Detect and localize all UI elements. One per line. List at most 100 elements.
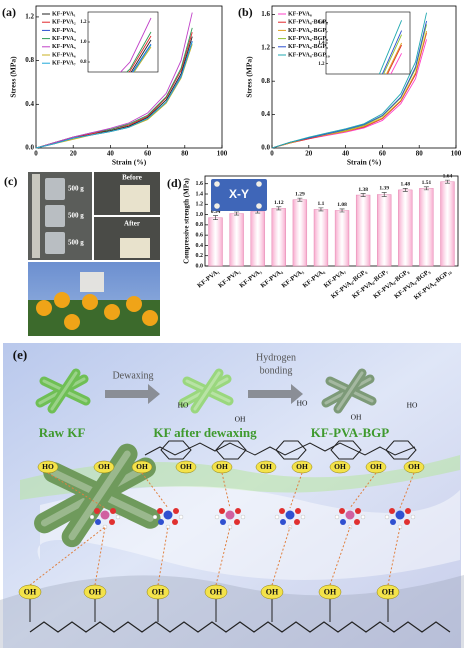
oh-oval	[93, 460, 115, 474]
fiber-highlight	[50, 371, 78, 411]
oh-oval	[175, 460, 197, 474]
x-tick-label: 0	[270, 150, 274, 158]
fiber	[333, 368, 367, 414]
plot-frame	[271, 5, 457, 149]
group-label: OH	[382, 587, 395, 596]
y-tick-label: 0.0	[196, 263, 204, 269]
atom	[274, 514, 280, 520]
ring	[385, 440, 417, 460]
oh-oval	[83, 584, 107, 600]
atom	[234, 519, 240, 525]
atom	[157, 508, 163, 514]
step-label: Dewaxing	[112, 370, 153, 381]
atom	[410, 514, 416, 520]
y-tick-label: 0.8	[261, 77, 270, 85]
group-label: HO	[407, 401, 418, 410]
atom	[214, 514, 220, 520]
x-axis-title: Strain (%)	[112, 158, 147, 167]
step-label: bonding	[260, 365, 293, 376]
value-label: 1.39	[379, 186, 389, 192]
group-label: OH	[266, 587, 279, 596]
atom	[405, 508, 411, 514]
panel-label: (d)	[167, 176, 182, 190]
error-bar	[423, 186, 429, 191]
oh-oval	[204, 584, 228, 600]
weight-label: 500 g	[68, 212, 84, 220]
group-label: OH	[210, 587, 223, 596]
bar	[334, 210, 350, 267]
h-bond	[94, 526, 106, 586]
h-bond	[141, 472, 169, 509]
legend-label: KF-PVA₂	[52, 20, 76, 26]
weight	[45, 205, 65, 227]
group-label: HO	[178, 401, 189, 410]
value-label: 1.48	[400, 182, 410, 188]
inset-y-tick-label: 0.8	[80, 60, 87, 65]
atom	[339, 508, 345, 514]
bar	[440, 181, 455, 267]
atom	[404, 519, 410, 525]
atom	[345, 510, 355, 520]
weight	[45, 232, 65, 254]
weight-label: 500 g	[68, 185, 84, 193]
inset-photo	[211, 179, 267, 211]
atom	[389, 508, 395, 514]
atom	[178, 514, 184, 520]
y-tick-label: 0.0	[261, 144, 270, 152]
atom	[300, 514, 306, 520]
fiber	[61, 443, 138, 548]
inset-y-tick-label: 1.0	[80, 40, 87, 45]
group-label: OH	[24, 587, 37, 596]
atom	[240, 514, 246, 520]
series-line	[271, 12, 427, 149]
atom	[109, 519, 115, 525]
y-tick-label: 1.2	[25, 13, 34, 21]
y-tick-label: 1.0	[196, 212, 204, 218]
x-tick-label: KF-PVA₄	[259, 268, 284, 289]
error-bar	[318, 207, 324, 212]
x-tick-label: KF-PVA₆	[302, 268, 327, 289]
legend-label: KF-PVA₈-BGP₈	[288, 36, 328, 42]
photo-label: After	[124, 220, 140, 228]
h-bond	[157, 526, 169, 586]
weight	[45, 178, 65, 200]
mesh	[0, 575, 464, 648]
oh-oval	[318, 584, 342, 600]
legend-label: KF-PVA₄	[52, 36, 76, 42]
y-tick-label: 1.2	[196, 202, 204, 208]
group-label: OH	[260, 462, 272, 471]
group-label: OH	[334, 462, 346, 471]
y-tick-label: 0.8	[25, 56, 34, 64]
legend-label: KF-PVA₈	[288, 11, 312, 17]
atom	[334, 514, 340, 520]
atom	[172, 519, 178, 525]
atom	[225, 510, 235, 520]
h-bond	[387, 526, 401, 586]
x-tick-label: 60	[379, 150, 387, 158]
atom	[279, 508, 285, 514]
legend-label: KF-PVA₁	[52, 11, 76, 17]
value-label: 0.94	[211, 209, 221, 215]
flower	[64, 314, 80, 330]
value-label: 1.12	[274, 200, 284, 206]
flower	[142, 310, 158, 326]
x-tick-label: 20	[70, 150, 78, 158]
oh-oval	[260, 584, 284, 600]
stage-label: KF after dewaxing	[153, 425, 257, 440]
x-tick-label: KF-PVA₈-BGP₁₀	[413, 268, 453, 301]
inset-y-tick-label: 1.4	[318, 41, 325, 46]
error-bar	[297, 197, 303, 202]
series-line	[35, 12, 193, 149]
group-label: OH	[216, 462, 228, 471]
atom	[354, 519, 360, 525]
fiber-highlight	[193, 371, 221, 411]
x-tick-label: KF-PVA₁	[196, 268, 221, 289]
y-tick-label: 1.4	[196, 191, 204, 197]
atom	[163, 510, 173, 520]
x-tick-label: 80	[181, 150, 189, 158]
group-label: OH	[408, 462, 420, 471]
atom	[110, 508, 116, 514]
error-bar	[444, 179, 450, 184]
oh-oval	[146, 584, 170, 600]
